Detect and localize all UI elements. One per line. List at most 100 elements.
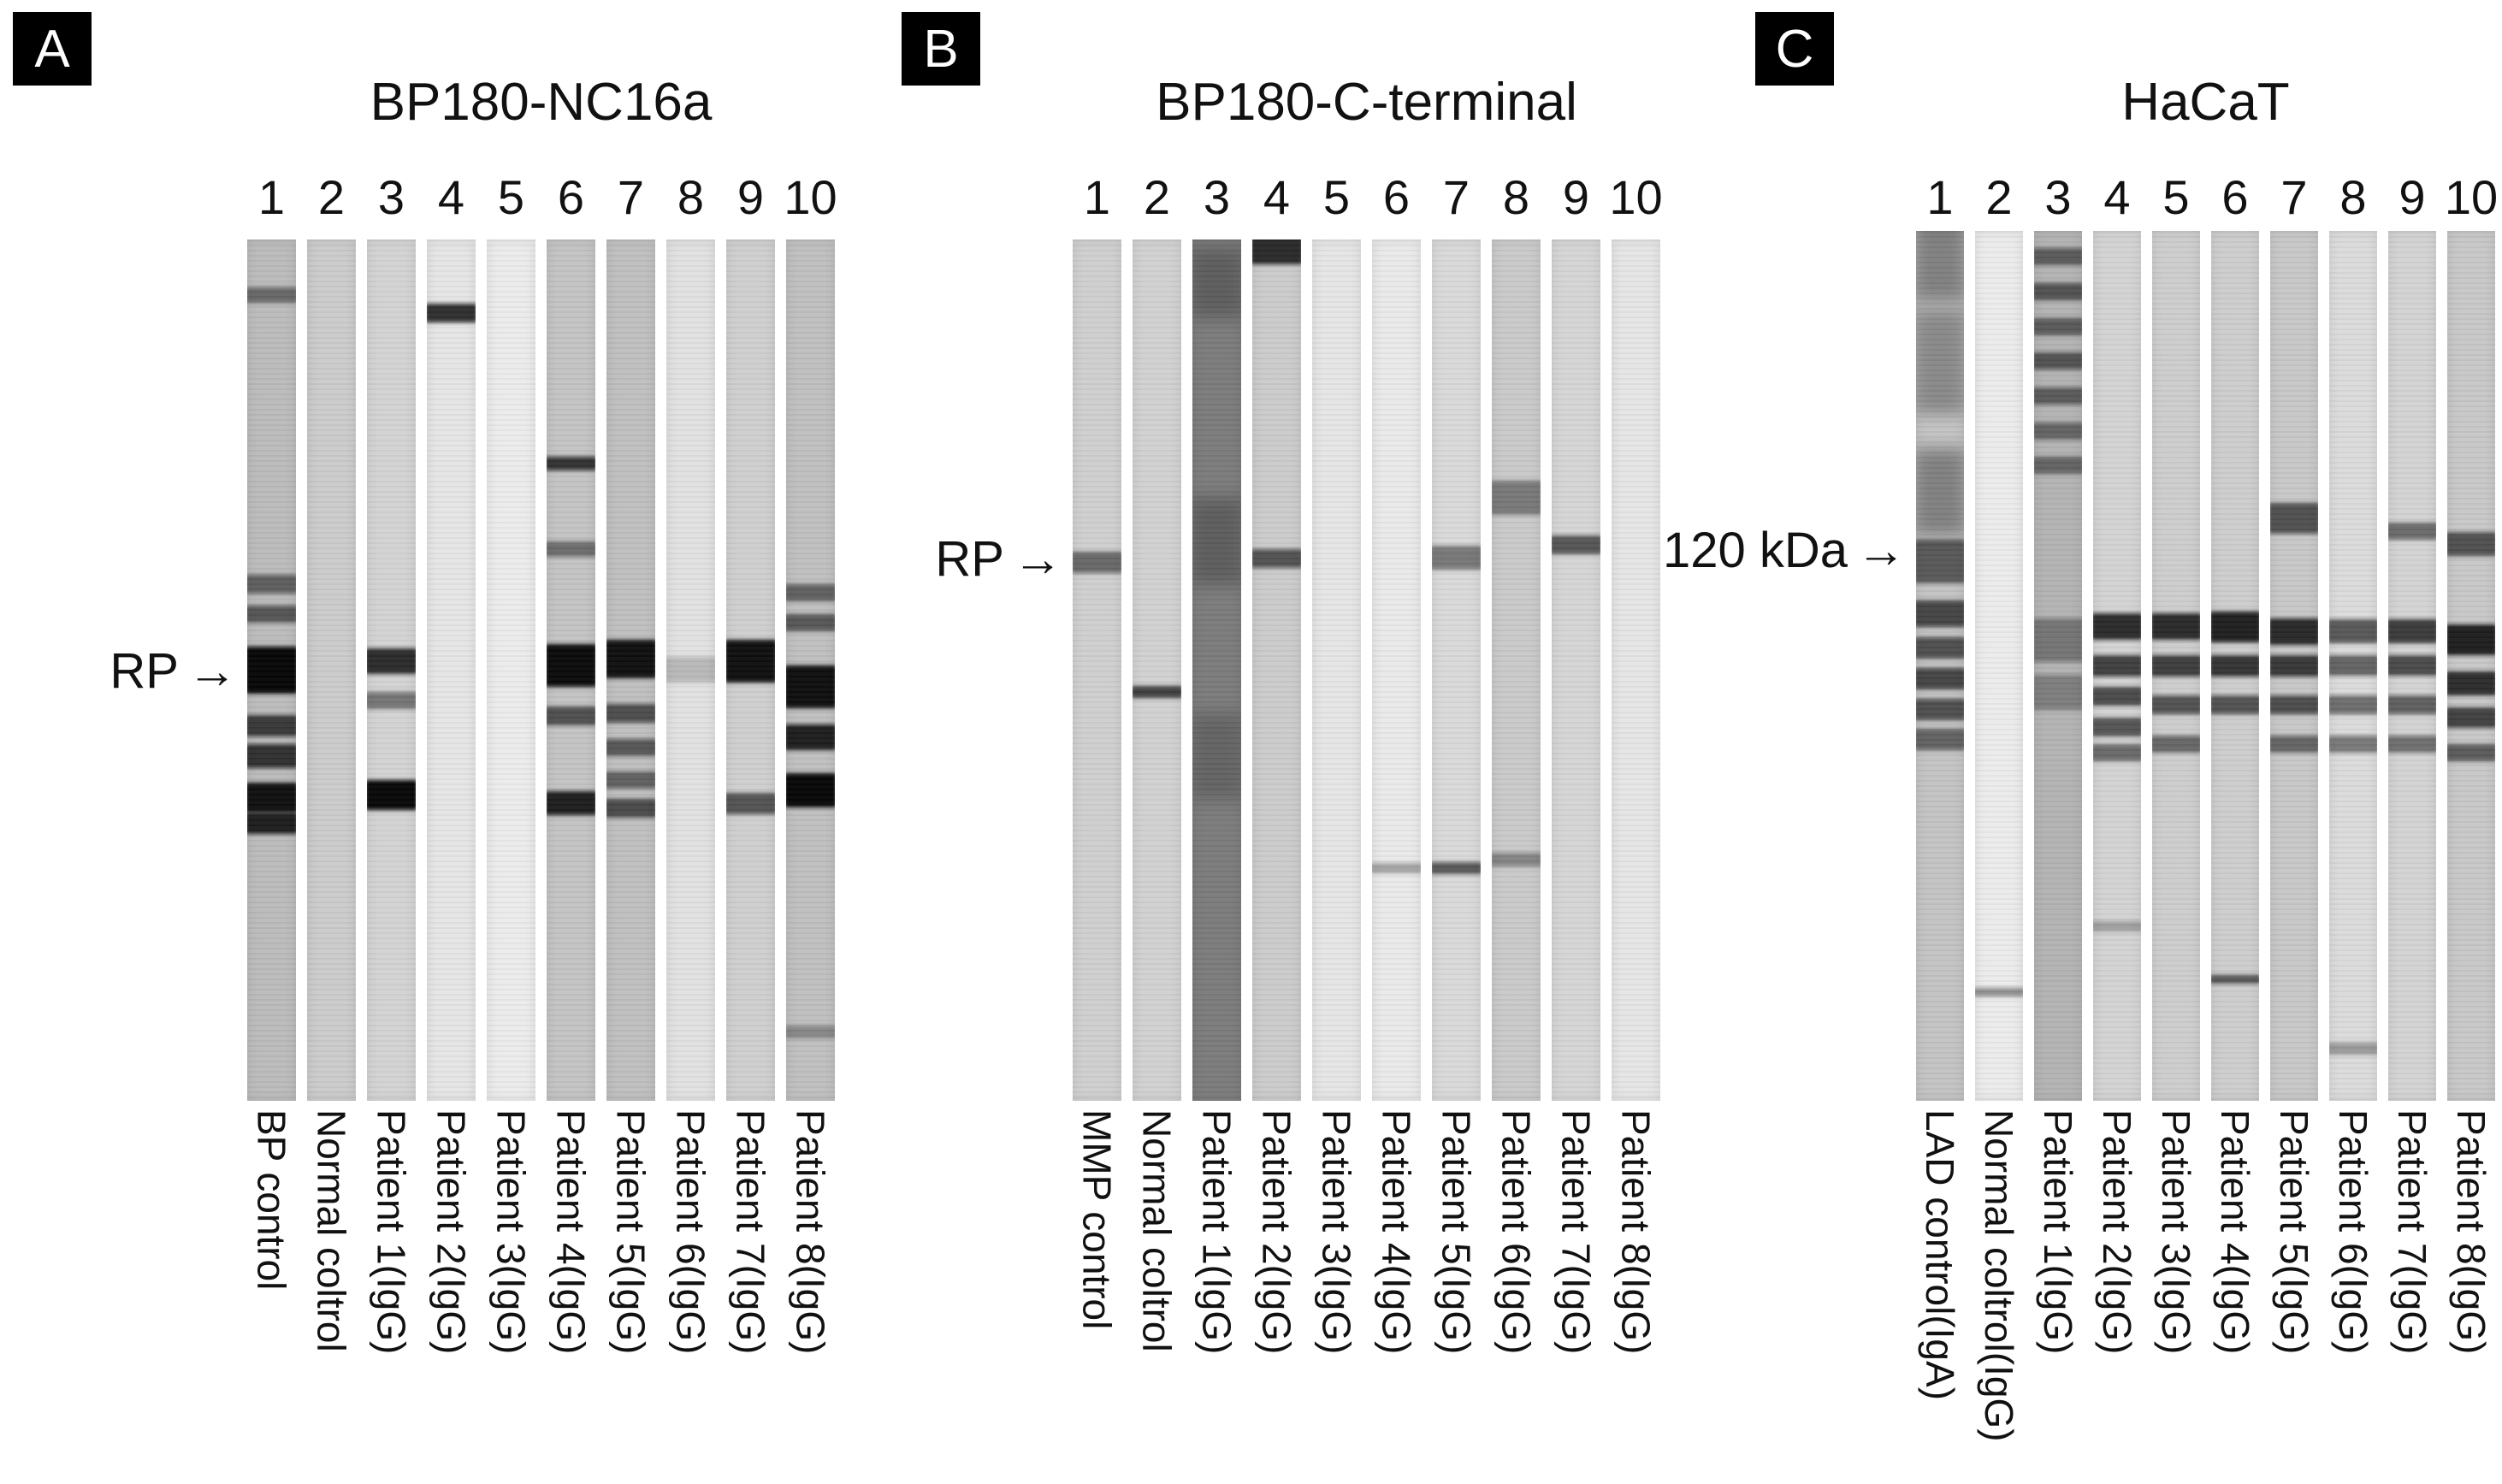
- gel-lane: [1252, 239, 1301, 1101]
- lane-number: 10: [2444, 169, 2499, 224]
- gel-lane: [1492, 239, 1541, 1101]
- panel-letter-c: C: [1755, 12, 1834, 86]
- lane-label: LAD control(IgA): [1918, 1109, 1963, 1401]
- lane-number: 1: [1926, 169, 1954, 224]
- lane-number: 8: [677, 169, 705, 224]
- lane-label: BP control: [249, 1109, 294, 1291]
- gel-lane: [2211, 231, 2259, 1101]
- lane-number: 1: [257, 169, 286, 224]
- gel-lane: [1372, 239, 1421, 1101]
- lane-label: Patient 1(IgG): [1194, 1109, 1239, 1355]
- panel-title-a: BP180-NC16a: [370, 72, 713, 132]
- lane-label: Patient 8(IgG): [788, 1109, 833, 1355]
- lane-number: 8: [1502, 169, 1530, 224]
- gel-lane: [487, 239, 535, 1101]
- gel-lane: [2388, 231, 2436, 1101]
- lane-label: Patient 7(IgG): [1553, 1109, 1599, 1355]
- gel-lane: [1192, 239, 1241, 1101]
- lane-number: 6: [1382, 169, 1411, 224]
- lane-number: 7: [1442, 169, 1470, 224]
- lane-number: 8: [2339, 169, 2367, 224]
- lane-label: Patient 6(IgG): [1494, 1109, 1539, 1355]
- panel-letter-b: B: [902, 12, 980, 86]
- gel-lane: [666, 239, 715, 1101]
- lane-label: Patient 1(IgG): [2036, 1109, 2081, 1355]
- lane-label: Patient 6(IgG): [668, 1109, 713, 1355]
- gel-lane: [726, 239, 775, 1101]
- lane-label: Normal coltrol: [1134, 1109, 1180, 1352]
- lane-labels: MMP control Normal coltrol Patient 1(IgG) P…: [864, 0, 1689, 1484]
- panel-title-b: BP180-C-terminal: [1156, 72, 1577, 132]
- lane-number: 10: [784, 169, 837, 224]
- gel-blot: [1689, 0, 2502, 1484]
- marker-120kda-c: 120 kDa →: [1514, 521, 1906, 579]
- lane-number: 9: [736, 169, 765, 224]
- lane-number: 3: [377, 169, 405, 224]
- gel-lane: [2329, 231, 2377, 1101]
- lane-label: Patient 6(IgG): [2331, 1109, 2376, 1355]
- lane-label: MMP control: [1074, 1109, 1120, 1330]
- lane-number: 5: [1322, 169, 1351, 224]
- lane-label: Normal coltrol: [309, 1109, 354, 1352]
- gel-lane: [786, 239, 835, 1101]
- lane-numbers: 1 2 3 4 5 6 7 8 9 10: [0, 0, 864, 1484]
- gel-lane: [2093, 231, 2141, 1101]
- gel-lane: [427, 239, 476, 1101]
- lane-number: 2: [317, 169, 346, 224]
- lane-number: 10: [1609, 169, 1663, 224]
- lane-number: 2: [1143, 169, 1171, 224]
- gel-lane: [1432, 239, 1481, 1101]
- lane-number: 6: [557, 169, 585, 224]
- lane-label: Patient 2(IgG): [2095, 1109, 2140, 1355]
- lane-number: 9: [1562, 169, 1590, 224]
- lane-label: Patient 7(IgG): [2390, 1109, 2435, 1355]
- panel-a: A BP180-NC16a RP → 1 2 3 4 5 6 7 8 9 10 BP contro…: [0, 0, 864, 1484]
- lane-number: 4: [437, 169, 465, 224]
- lane-label: Normal coltrol(IgG): [1977, 1109, 2022, 1442]
- lane-number: 9: [2398, 169, 2426, 224]
- panel-letter-a: A: [13, 12, 92, 86]
- marker-rp-a: RP →: [0, 641, 237, 700]
- lane-labels: BP control Normal coltrol Patient 1(IgG) Pa…: [0, 0, 864, 1484]
- lane-number: 4: [2103, 169, 2131, 224]
- arrow-right-icon: →: [187, 642, 237, 699]
- lane-label: Patient 8(IgG): [2449, 1109, 2494, 1355]
- lane-label: Patient 3(IgG): [2154, 1109, 2199, 1355]
- lane-number: 5: [2162, 169, 2190, 224]
- lane-label: Patient 2(IgG): [429, 1109, 474, 1355]
- lane-label: Patient 3(IgG): [488, 1109, 534, 1355]
- lane-labels: LAD control(IgA) Normal coltrol(IgG) Patie…: [1689, 0, 2502, 1484]
- lane-number: 4: [1263, 169, 1291, 224]
- gel-lane: [367, 239, 416, 1101]
- arrow-right-icon: →: [1856, 522, 1906, 578]
- gel-lane: [1975, 231, 2023, 1101]
- lane-label: Patient 5(IgG): [608, 1109, 654, 1355]
- gel-lane: [2034, 231, 2082, 1101]
- lane-label: Patient 8(IgG): [1613, 1109, 1659, 1355]
- gel-lane: [2152, 231, 2200, 1101]
- lane-number: 7: [617, 169, 645, 224]
- arrow-right-icon: →: [1013, 530, 1062, 587]
- lane-number: 7: [2280, 169, 2308, 224]
- lane-label: Patient 3(IgG): [1314, 1109, 1359, 1355]
- gel-lane: [1133, 239, 1181, 1101]
- marker-label: 120 kDa: [1662, 522, 1848, 578]
- lane-number: 5: [497, 169, 525, 224]
- gel-lane: [1916, 231, 1964, 1101]
- gel-lane: [247, 239, 296, 1101]
- lane-numbers: 1 2 3 4 5 6 7 8 9 10: [1689, 0, 2502, 1484]
- marker-rp-b: RP →: [671, 529, 1062, 588]
- lane-number: 1: [1083, 169, 1111, 224]
- lane-label: Patient 5(IgG): [2272, 1109, 2317, 1355]
- lane-label: Patient 2(IgG): [1254, 1109, 1299, 1355]
- lane-label: Patient 1(IgG): [369, 1109, 414, 1355]
- gel-blot: [864, 0, 1689, 1484]
- lane-label: Patient 4(IgG): [2213, 1109, 2258, 1355]
- lane-number: 2: [1985, 169, 2013, 224]
- marker-label: RP: [935, 530, 1004, 587]
- gel-lane: [2270, 231, 2318, 1101]
- gel-lane: [1312, 239, 1361, 1101]
- panel-c: C HaCaT 120 kDa → 1 2 3 4 5 6 7 8 9 10 LAD contro…: [1663, 0, 2502, 1484]
- gel-lane: [1612, 239, 1660, 1101]
